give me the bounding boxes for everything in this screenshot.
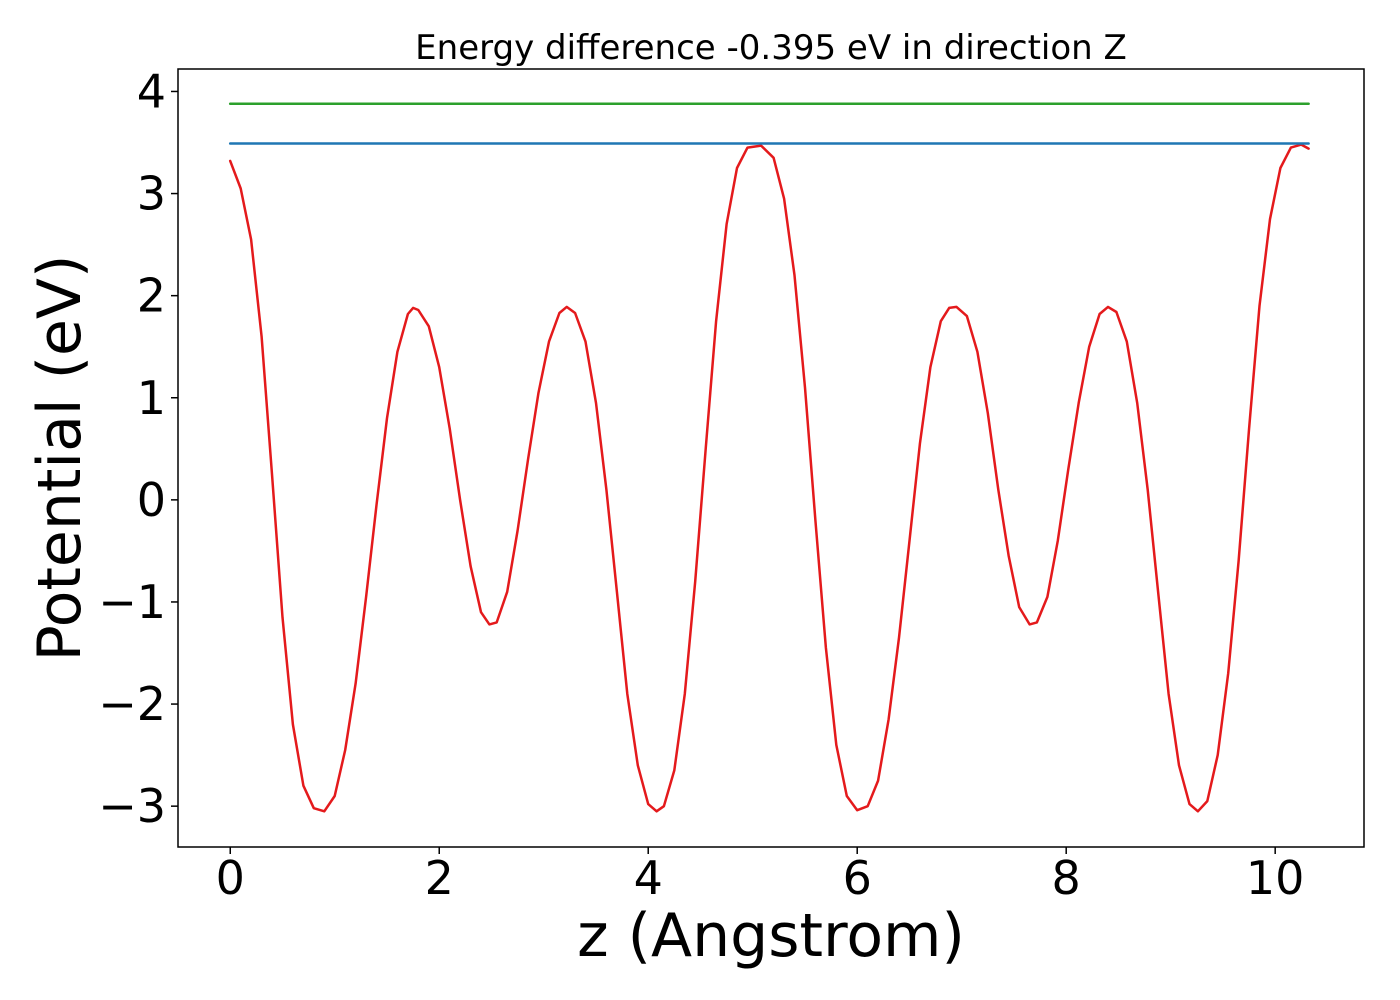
x-tick-label: 0 xyxy=(216,851,245,905)
x-tick-label: 2 xyxy=(425,851,454,905)
y-tick-label: −3 xyxy=(98,779,166,833)
y-axis-ticks: −3 −2 −1 0 1 2 3 4 xyxy=(98,64,178,833)
y-tick-label: 2 xyxy=(137,269,166,323)
x-tick-label: 8 xyxy=(1052,851,1081,905)
y-axis-label: Potential (eV) xyxy=(25,255,95,662)
series-line-1 xyxy=(228,143,1310,813)
y-tick-label: −2 xyxy=(98,677,166,731)
x-tick-label: 4 xyxy=(634,851,663,905)
x-axis-label: z (Angstrom) xyxy=(577,901,965,971)
y-tick-label: −1 xyxy=(98,575,166,629)
y-tick-label: 1 xyxy=(137,371,166,425)
x-tick-label: 6 xyxy=(843,851,872,905)
y-tick-label: 0 xyxy=(137,473,166,527)
y-tick-label: 3 xyxy=(137,167,166,221)
x-axis-ticks: 0 2 4 6 8 10 xyxy=(216,847,1305,905)
x-tick-label: 10 xyxy=(1246,851,1305,905)
plot-frame xyxy=(177,68,1365,848)
y-tick-label: 4 xyxy=(137,64,166,118)
chart-title: Energy difference -0.395 eV in direction… xyxy=(415,28,1127,68)
series-layer xyxy=(228,102,1310,813)
